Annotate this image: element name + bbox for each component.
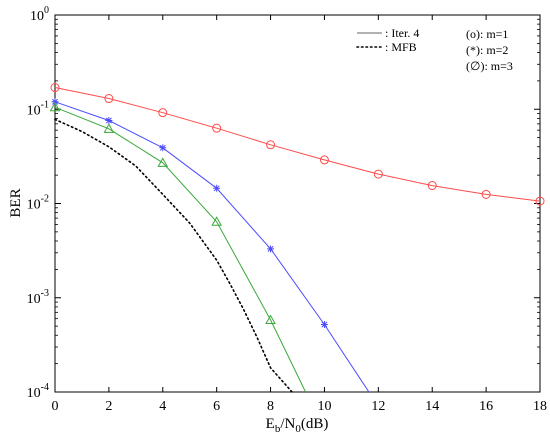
plot-area xyxy=(54,14,541,393)
x-tick-label: 6 xyxy=(213,399,220,414)
marker-circle xyxy=(319,155,329,165)
marker-triangle xyxy=(265,314,276,325)
series-line-1 xyxy=(54,87,541,202)
marker-circle xyxy=(212,123,222,133)
series-3 xyxy=(49,101,307,393)
marker-triangle xyxy=(49,101,61,112)
marker-asterisk xyxy=(105,116,113,124)
marker-triangle xyxy=(211,216,223,226)
x-tick-label: 12 xyxy=(371,399,385,414)
marker-asterisk xyxy=(213,184,221,192)
marker-circle xyxy=(266,140,276,150)
x-tick-label: 2 xyxy=(105,399,112,414)
legend-marker-label: (*): m=2 xyxy=(466,43,508,57)
x-tick-label: 4 xyxy=(159,399,166,414)
legend-line-label: : MFB xyxy=(385,40,417,54)
series-4 xyxy=(54,118,293,393)
marker-circle xyxy=(158,108,168,118)
y-tick-label: 10-4 xyxy=(27,382,49,401)
marker-asterisk xyxy=(320,321,328,329)
legend: : Iter. 4: MFB (o): m=1 (*): m=2 (∅): m=3 xyxy=(356,26,513,73)
y-tick-label: 100 xyxy=(30,5,49,24)
marker-circle xyxy=(50,83,60,93)
x-tick-label: 14 xyxy=(425,399,439,414)
series-layer xyxy=(49,83,545,393)
y-axis-label: BER xyxy=(8,188,24,217)
marker-circle xyxy=(104,94,114,104)
x-tick-label: 0 xyxy=(52,399,59,414)
series-line-3 xyxy=(54,106,307,393)
marker-asterisk xyxy=(159,144,167,152)
legend-marker-label: (o): m=1 xyxy=(466,27,508,41)
y-tick-label: 10-3 xyxy=(27,288,49,307)
marker-asterisk xyxy=(267,245,275,253)
marker-circle xyxy=(373,169,383,179)
x-tick-label: 16 xyxy=(479,399,493,414)
series-1 xyxy=(50,83,545,206)
legend-line-label: : Iter. 4 xyxy=(385,26,419,40)
legend-marker-label: (∅): m=3 xyxy=(466,59,513,73)
series-line-4 xyxy=(54,118,293,393)
marker-circle xyxy=(481,189,491,199)
y-tick-label: 10-1 xyxy=(27,99,49,118)
y-tick-label: 10-2 xyxy=(27,194,49,213)
x-axis-label: Eb/N0(dB) xyxy=(266,416,329,435)
x-tick-label: 8 xyxy=(267,399,274,414)
marker-triangle xyxy=(157,157,169,167)
axis-ticks: 0 2 4 6 8 10 12 14 16 18 100 10-1 10-2 10-3 10-4 xyxy=(27,5,547,414)
x-tick-label: 10 xyxy=(317,399,331,414)
marker-circle xyxy=(427,181,437,191)
x-tick-label: 18 xyxy=(533,399,547,414)
marker-triangle xyxy=(103,123,115,133)
marker-circle xyxy=(535,196,545,206)
